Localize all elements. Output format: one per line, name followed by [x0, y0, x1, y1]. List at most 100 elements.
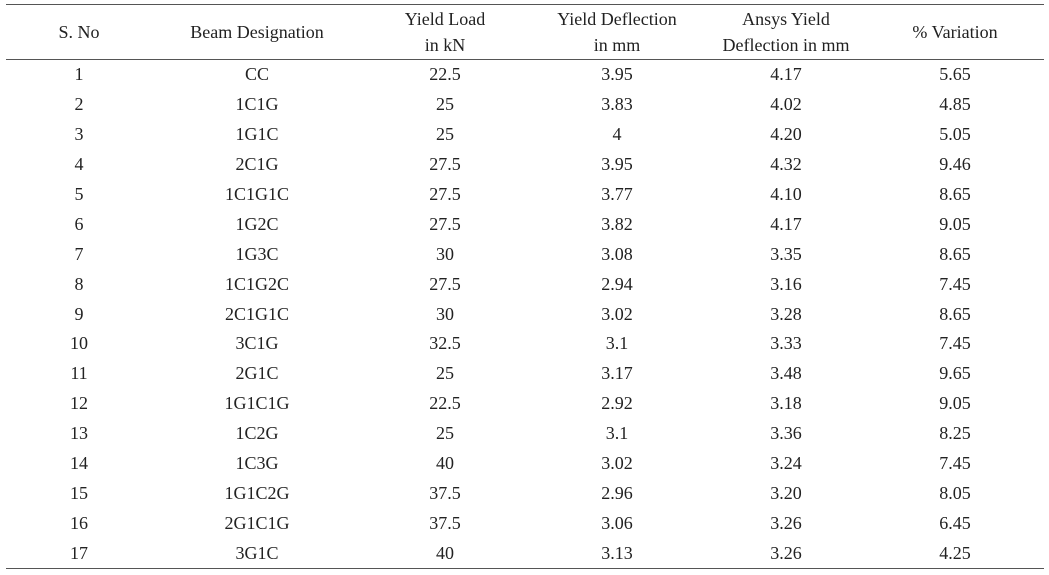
cell-percent-variation: 9.05 [939, 213, 971, 234]
cell-yield-deflection: 3.06 [601, 512, 633, 533]
header-ansys-yield-deflection: Ansys Yield Deflection in mm [706, 5, 866, 60]
cell-percent-variation: 7.45 [939, 273, 971, 294]
cell-beam-designation: 1G3C [235, 243, 279, 264]
cell-ansys-yield-deflection: 4.17 [770, 213, 802, 234]
table-row: 15 1G1C2G 37.5 2.96 3.20 8.05 [6, 478, 1044, 508]
header-yield-deflection: Yield Deflection in mm [528, 5, 706, 60]
cell-yield-load: 25 [436, 423, 454, 444]
results-table: S. No Beam Designation Yield Load in kN Yiel… [6, 4, 1044, 569]
cell-yield-deflection: 3.83 [601, 94, 633, 115]
header-line: Yield Load [404, 9, 486, 29]
cell-yield-deflection: 3.1 [605, 423, 629, 444]
cell-ansys-yield-deflection: 3.33 [770, 333, 802, 354]
cell-s-no: 4 [74, 154, 84, 175]
cell-yield-load: 40 [436, 542, 454, 563]
cell-beam-designation: 1C3G [235, 453, 279, 474]
cell-yield-deflection: 3.08 [601, 243, 633, 264]
cell-yield-load: 30 [436, 243, 454, 264]
cell-ansys-yield-deflection: 3.36 [770, 423, 802, 444]
cell-ansys-yield-deflection: 3.48 [770, 363, 802, 384]
header-row: S. No Beam Designation Yield Load in kN Yiel… [6, 4, 1044, 60]
table-row: 6 1G2C 27.5 3.82 4.17 9.05 [6, 209, 1044, 239]
cell-yield-load: 27.5 [429, 184, 461, 204]
cell-ansys-yield-deflection: 4.20 [770, 124, 802, 145]
table-row: 12 1G1C1G 22.5 2.92 3.18 9.05 [6, 389, 1044, 419]
cell-ansys-yield-deflection: 3.18 [770, 393, 802, 414]
cell-ansys-yield-deflection: 4.17 [770, 64, 802, 85]
cell-s-no: 17 [70, 542, 88, 563]
cell-ansys-yield-deflection: 4.10 [770, 184, 802, 204]
cell-yield-deflection: 3.82 [601, 213, 633, 234]
cell-s-no: 7 [74, 243, 84, 264]
cell-yield-load: 27.5 [429, 273, 461, 294]
cell-s-no: 6 [74, 213, 84, 234]
cell-yield-deflection: 3.77 [601, 184, 633, 204]
cell-ansys-yield-deflection: 3.28 [770, 303, 802, 324]
cell-yield-deflection: 4 [612, 124, 622, 145]
header-line: S. No [58, 22, 100, 42]
cell-beam-designation: CC [244, 64, 269, 85]
cell-beam-designation: 1C2G [235, 423, 279, 444]
table-row: 9 2C1G1C 30 3.02 3.28 8.65 [6, 299, 1044, 329]
cell-percent-variation: 5.05 [939, 124, 971, 145]
header-yield-load: Yield Load in kN [362, 5, 528, 60]
cell-yield-deflection: 3.02 [601, 453, 633, 474]
header-percent-variation: % Variation [866, 5, 1044, 60]
cell-yield-load: 27.5 [429, 213, 461, 234]
table-row: 13 1C2G 25 3.1 3.36 8.25 [6, 419, 1044, 449]
cell-beam-designation: 2G1C [235, 363, 279, 384]
header-line: Ansys Yield [742, 9, 830, 29]
header-line: in kN [424, 35, 466, 55]
cell-percent-variation: 8.65 [939, 243, 971, 264]
cell-ansys-yield-deflection: 3.24 [770, 453, 802, 474]
cell-beam-designation: 1G1C [235, 124, 279, 145]
cell-percent-variation: 6.45 [939, 512, 971, 533]
cell-percent-variation: 7.45 [939, 333, 971, 354]
cell-ansys-yield-deflection: 3.26 [770, 542, 802, 563]
cell-ansys-yield-deflection: 4.02 [770, 94, 802, 115]
cell-ansys-yield-deflection: 3.35 [770, 243, 802, 264]
cell-beam-designation: 1C1G [235, 94, 279, 115]
cell-s-no: 5 [74, 184, 84, 204]
table-row: 8 1C1G2C 27.5 2.94 3.16 7.45 [6, 269, 1044, 299]
header-beam-designation: Beam Designation [152, 5, 362, 60]
cell-beam-designation: 1C1G1C [224, 184, 289, 204]
table-header: S. No Beam Designation Yield Load in kN Yiel… [6, 4, 1044, 60]
table-row: 11 2G1C 25 3.17 3.48 9.65 [6, 359, 1044, 389]
cell-yield-deflection: 3.02 [601, 303, 633, 324]
cell-beam-designation: 2G1C1G [224, 512, 290, 533]
table-row: 3 1G1C 25 4 4.20 5.05 [6, 120, 1044, 150]
cell-percent-variation: 8.65 [939, 303, 971, 324]
table-row: 5 1C1G1C 27.5 3.77 4.10 8.65 [6, 180, 1044, 210]
cell-s-no: 11 [70, 363, 88, 384]
cell-s-no: 13 [70, 423, 88, 444]
cell-s-no: 12 [70, 393, 88, 414]
cell-ansys-yield-deflection: 4.32 [770, 154, 802, 175]
cell-yield-deflection: 3.95 [601, 154, 633, 175]
cell-beam-designation: 3C1G [235, 333, 279, 354]
cell-percent-variation: 5.65 [939, 64, 971, 85]
table-row: 7 1G3C 30 3.08 3.35 8.65 [6, 239, 1044, 269]
cell-yield-load: 32.5 [429, 333, 461, 354]
header-line: Beam Designation [190, 22, 324, 42]
cell-percent-variation: 8.25 [939, 423, 971, 444]
cell-yield-deflection: 3.1 [605, 333, 629, 354]
table-row: 2 1C1G 25 3.83 4.02 4.85 [6, 90, 1044, 120]
cell-yield-load: 25 [436, 363, 454, 384]
table-row: 17 3G1C 40 3.13 3.26 4.25 [6, 538, 1044, 569]
cell-yield-deflection: 2.94 [601, 273, 633, 294]
cell-yield-load: 30 [436, 303, 454, 324]
header-s-no: S. No [6, 5, 152, 60]
table-row: 1 CC 22.5 3.95 4.17 5.65 [6, 60, 1044, 90]
cell-yield-load: 22.5 [429, 393, 461, 414]
cell-s-no: 16 [70, 512, 88, 533]
cell-yield-load: 37.5 [429, 512, 461, 533]
cell-percent-variation: 7.45 [939, 453, 971, 474]
cell-s-no: 15 [70, 482, 88, 503]
cell-s-no: 9 [74, 303, 84, 324]
cell-beam-designation: 2C1G [235, 154, 279, 175]
header-line: % Variation [912, 22, 998, 42]
cell-beam-designation: 1G1C1G [224, 393, 290, 414]
cell-yield-load: 22.5 [429, 64, 461, 85]
cell-s-no: 1 [74, 64, 84, 85]
